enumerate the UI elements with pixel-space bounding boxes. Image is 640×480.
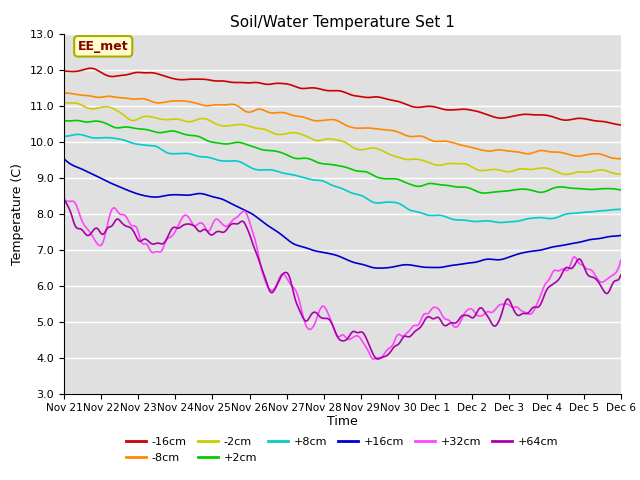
- +8cm: [305, 176, 313, 182]
- +32cm: [588, 267, 595, 273]
- +64cm: [254, 254, 262, 260]
- -8cm: [303, 116, 311, 121]
- -16cm: [617, 122, 625, 128]
- +64cm: [617, 272, 625, 278]
- +32cm: [60, 198, 68, 204]
- +32cm: [303, 325, 311, 331]
- +16cm: [375, 265, 383, 271]
- +64cm: [129, 227, 136, 232]
- +8cm: [130, 141, 138, 146]
- +8cm: [496, 220, 504, 226]
- +8cm: [589, 209, 596, 215]
- +2cm: [130, 125, 138, 131]
- -2cm: [60, 100, 68, 106]
- -8cm: [586, 151, 594, 157]
- Line: -8cm: -8cm: [64, 93, 621, 159]
- +16cm: [617, 233, 625, 239]
- +2cm: [305, 156, 313, 162]
- Line: +8cm: +8cm: [64, 134, 621, 223]
- +8cm: [228, 158, 236, 164]
- +16cm: [588, 237, 595, 242]
- -8cm: [244, 109, 252, 115]
- +2cm: [589, 187, 596, 192]
- +32cm: [244, 216, 252, 222]
- +8cm: [255, 167, 263, 173]
- -16cm: [60, 68, 68, 74]
- -16cm: [130, 70, 138, 76]
- +16cm: [226, 200, 234, 206]
- -2cm: [588, 169, 595, 175]
- Line: +64cm: +64cm: [64, 198, 621, 359]
- +32cm: [129, 223, 136, 229]
- +8cm: [617, 206, 625, 212]
- -2cm: [226, 123, 234, 129]
- Title: Soil/Water Temperature Set 1: Soil/Water Temperature Set 1: [230, 15, 455, 30]
- Legend: -16cm, -8cm, -2cm, +2cm, +8cm, +16cm, +32cm, +64cm: -16cm, -8cm, -2cm, +2cm, +8cm, +16cm, +3…: [122, 433, 563, 467]
- +2cm: [255, 146, 263, 152]
- +2cm: [228, 140, 236, 146]
- -2cm: [244, 123, 252, 129]
- -8cm: [60, 90, 68, 96]
- +2cm: [60, 118, 68, 123]
- +32cm: [617, 258, 625, 264]
- +8cm: [60, 133, 68, 139]
- -16cm: [86, 65, 94, 71]
- -2cm: [303, 134, 311, 140]
- +8cm: [74, 132, 82, 137]
- X-axis label: Time: Time: [327, 415, 358, 428]
- +2cm: [246, 143, 254, 148]
- -16cm: [305, 85, 313, 91]
- -8cm: [254, 106, 262, 112]
- +16cm: [60, 156, 68, 162]
- Line: -16cm: -16cm: [64, 68, 621, 125]
- +64cm: [374, 356, 381, 362]
- -16cm: [255, 80, 263, 86]
- +32cm: [371, 356, 378, 362]
- Y-axis label: Temperature (C): Temperature (C): [11, 163, 24, 264]
- -16cm: [588, 117, 595, 123]
- Line: +2cm: +2cm: [64, 120, 621, 193]
- -2cm: [617, 171, 625, 177]
- +64cm: [588, 274, 595, 280]
- Line: +16cm: +16cm: [64, 159, 621, 268]
- Text: EE_met: EE_met: [78, 40, 129, 53]
- +2cm: [72, 118, 80, 123]
- +16cm: [303, 245, 311, 251]
- +32cm: [254, 249, 262, 255]
- +2cm: [617, 187, 625, 193]
- +2cm: [481, 190, 488, 196]
- -8cm: [129, 96, 136, 102]
- -16cm: [246, 80, 254, 86]
- +16cm: [254, 215, 262, 221]
- +64cm: [244, 229, 252, 235]
- -16cm: [228, 79, 236, 85]
- +32cm: [226, 220, 234, 226]
- -2cm: [254, 125, 262, 131]
- -2cm: [129, 118, 136, 123]
- +16cm: [244, 209, 252, 215]
- +64cm: [60, 195, 68, 201]
- -2cm: [563, 171, 570, 177]
- -8cm: [226, 101, 234, 107]
- +16cm: [129, 189, 136, 195]
- +8cm: [246, 164, 254, 170]
- +64cm: [226, 222, 234, 228]
- Line: +32cm: +32cm: [64, 201, 621, 359]
- Line: -2cm: -2cm: [64, 103, 621, 174]
- +64cm: [303, 318, 311, 324]
- -8cm: [617, 156, 625, 162]
